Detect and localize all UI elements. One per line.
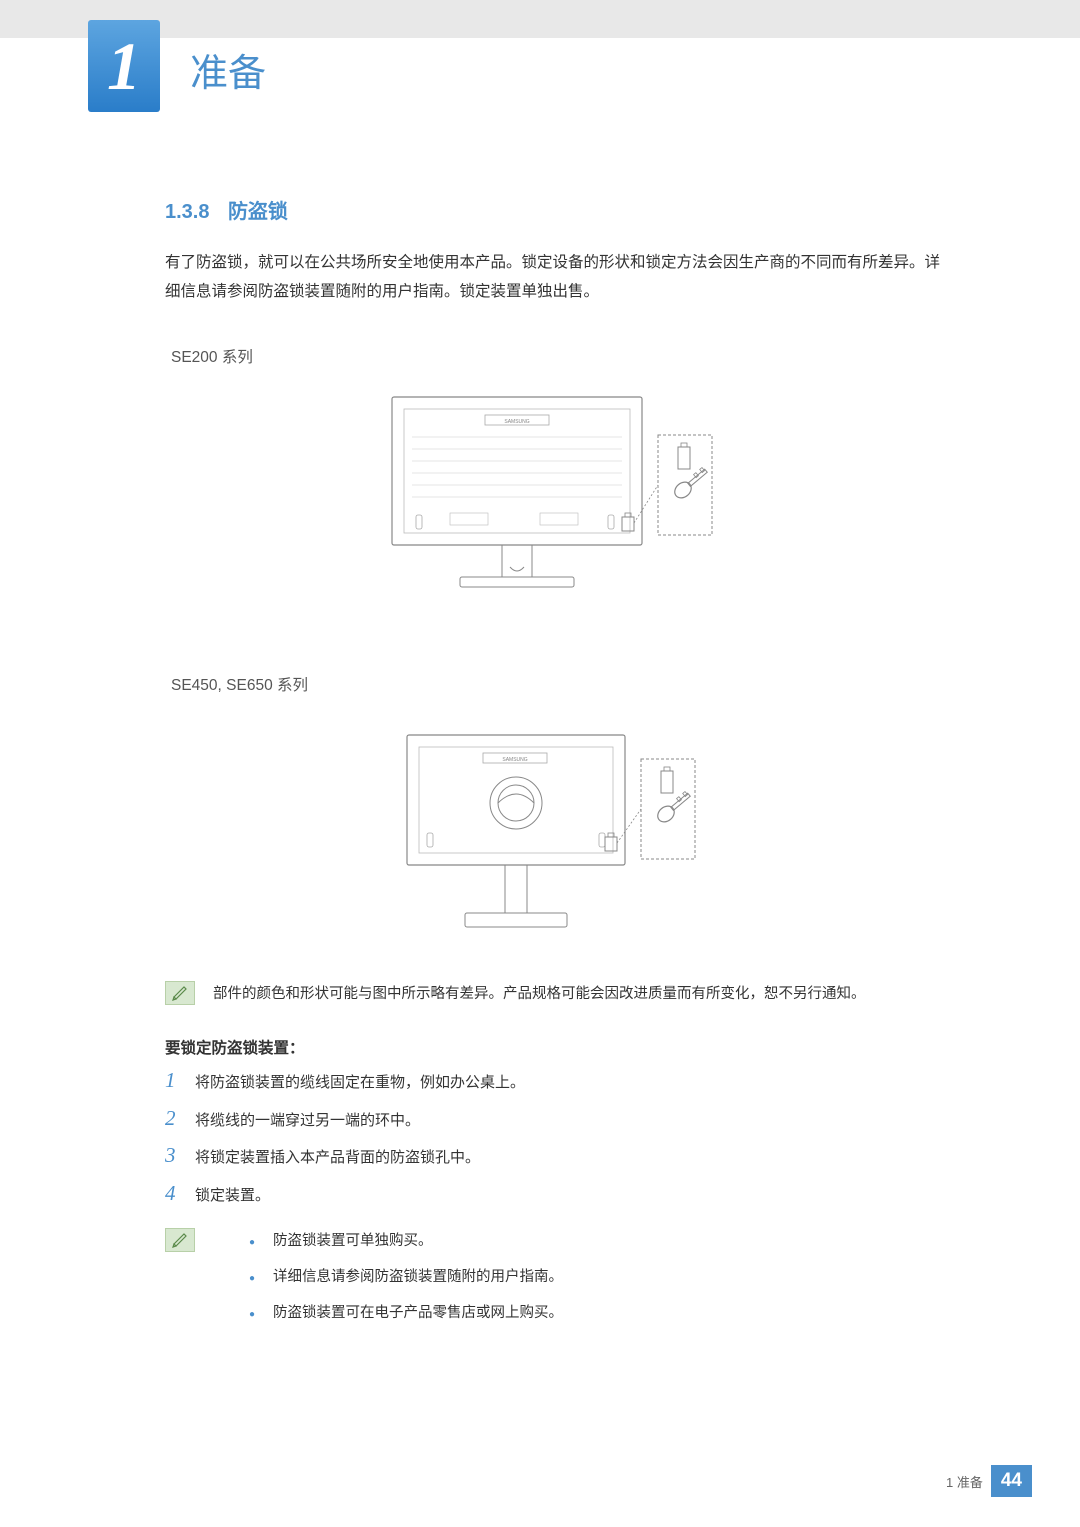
step-text: 将锁定装置插入本产品背面的防盗锁孔中。 bbox=[195, 1145, 480, 1171]
main-content: 1.3.8 防盗锁 有了防盗锁，就可以在公共场所安全地使用本产品。锁定设备的形状… bbox=[165, 195, 945, 1327]
chapter-title: 准备 bbox=[190, 42, 266, 97]
section-number: 1.3.8 bbox=[165, 201, 209, 223]
step-item: 2将缆线的一端穿过另一端的环中。 bbox=[165, 1106, 945, 1134]
series2-label: SE450, SE650 系列 bbox=[171, 673, 945, 695]
chapter-box: 1 bbox=[88, 20, 160, 112]
bullet-dot-icon: ● bbox=[249, 1305, 273, 1324]
note-text-1: 部件的颜色和形状可能与图中所示略有差异。产品规格可能会因改进质量而有所变化，恕不… bbox=[213, 981, 945, 1009]
steps-list: 1将防盗锁装置的缆线固定在重物，例如办公桌上。 2将缆线的一端穿过另一端的环中。… bbox=[165, 1068, 945, 1208]
bullet-text: 防盗锁装置可在电子产品零售店或网上购买。 bbox=[273, 1300, 563, 1328]
step-number: 4 bbox=[165, 1181, 195, 1206]
bullet-item: ●防盗锁装置可单独购买。 bbox=[249, 1228, 945, 1256]
bullet-dot-icon: ● bbox=[249, 1269, 273, 1288]
step-item: 1将防盗锁装置的缆线固定在重物，例如办公桌上。 bbox=[165, 1068, 945, 1096]
steps-heading: 要锁定防盗锁装置： bbox=[165, 1036, 945, 1058]
svg-text:SAMSUNG: SAMSUNG bbox=[502, 757, 527, 763]
note-icon bbox=[165, 981, 195, 1005]
bullet-text: 详细信息请参阅防盗锁装置随附的用户指南。 bbox=[273, 1264, 563, 1292]
bullet-item: ●防盗锁装置可在电子产品零售店或网上购买。 bbox=[249, 1300, 945, 1328]
section-title: 防盗锁 bbox=[228, 201, 288, 223]
intro-paragraph: 有了防盗锁，就可以在公共场所安全地使用本产品。锁定设备的形状和锁定方法会因生产商… bbox=[165, 248, 945, 307]
step-text: 锁定装置。 bbox=[195, 1183, 270, 1209]
step-number: 3 bbox=[165, 1143, 195, 1168]
figure-se450: SAMSUNG bbox=[165, 723, 945, 945]
step-number: 2 bbox=[165, 1106, 195, 1131]
bullet-item: ●详细信息请参阅防盗锁装置随附的用户指南。 bbox=[249, 1264, 945, 1292]
figure-se200: SAMSUNG bbox=[165, 395, 945, 635]
chapter-number: 1 bbox=[107, 27, 141, 106]
page-footer: 1 准备 44 bbox=[946, 1465, 1032, 1497]
series1-label: SE200 系列 bbox=[171, 345, 945, 367]
note-icon bbox=[165, 1228, 195, 1252]
se450-diagram-icon: SAMSUNG bbox=[405, 723, 705, 945]
note-block-1: 部件的颜色和形状可能与图中所示略有差异。产品规格可能会因改进质量而有所变化，恕不… bbox=[165, 981, 945, 1009]
bullet-text: 防盗锁装置可单独购买。 bbox=[273, 1228, 433, 1256]
top-bar bbox=[0, 0, 1080, 38]
note-block-2: ●防盗锁装置可单独购买。 ●详细信息请参阅防盗锁装置随附的用户指南。 ●防盗锁装… bbox=[165, 1228, 945, 1327]
bullet-dot-icon: ● bbox=[249, 1233, 273, 1252]
step-item: 3将锁定装置插入本产品背面的防盗锁孔中。 bbox=[165, 1143, 945, 1171]
se200-diagram-icon: SAMSUNG bbox=[390, 395, 720, 635]
step-item: 4锁定装置。 bbox=[165, 1181, 945, 1209]
footer-label: 1 准备 bbox=[946, 1472, 983, 1491]
step-text: 将防盗锁装置的缆线固定在重物，例如办公桌上。 bbox=[195, 1070, 525, 1096]
svg-text:SAMSUNG: SAMSUNG bbox=[504, 419, 529, 425]
bullet-list: ●防盗锁装置可单独购买。 ●详细信息请参阅防盗锁装置随附的用户指南。 ●防盗锁装… bbox=[249, 1228, 945, 1327]
footer-page-number: 44 bbox=[991, 1465, 1032, 1497]
step-number: 1 bbox=[165, 1068, 195, 1093]
step-text: 将缆线的一端穿过另一端的环中。 bbox=[195, 1108, 420, 1134]
